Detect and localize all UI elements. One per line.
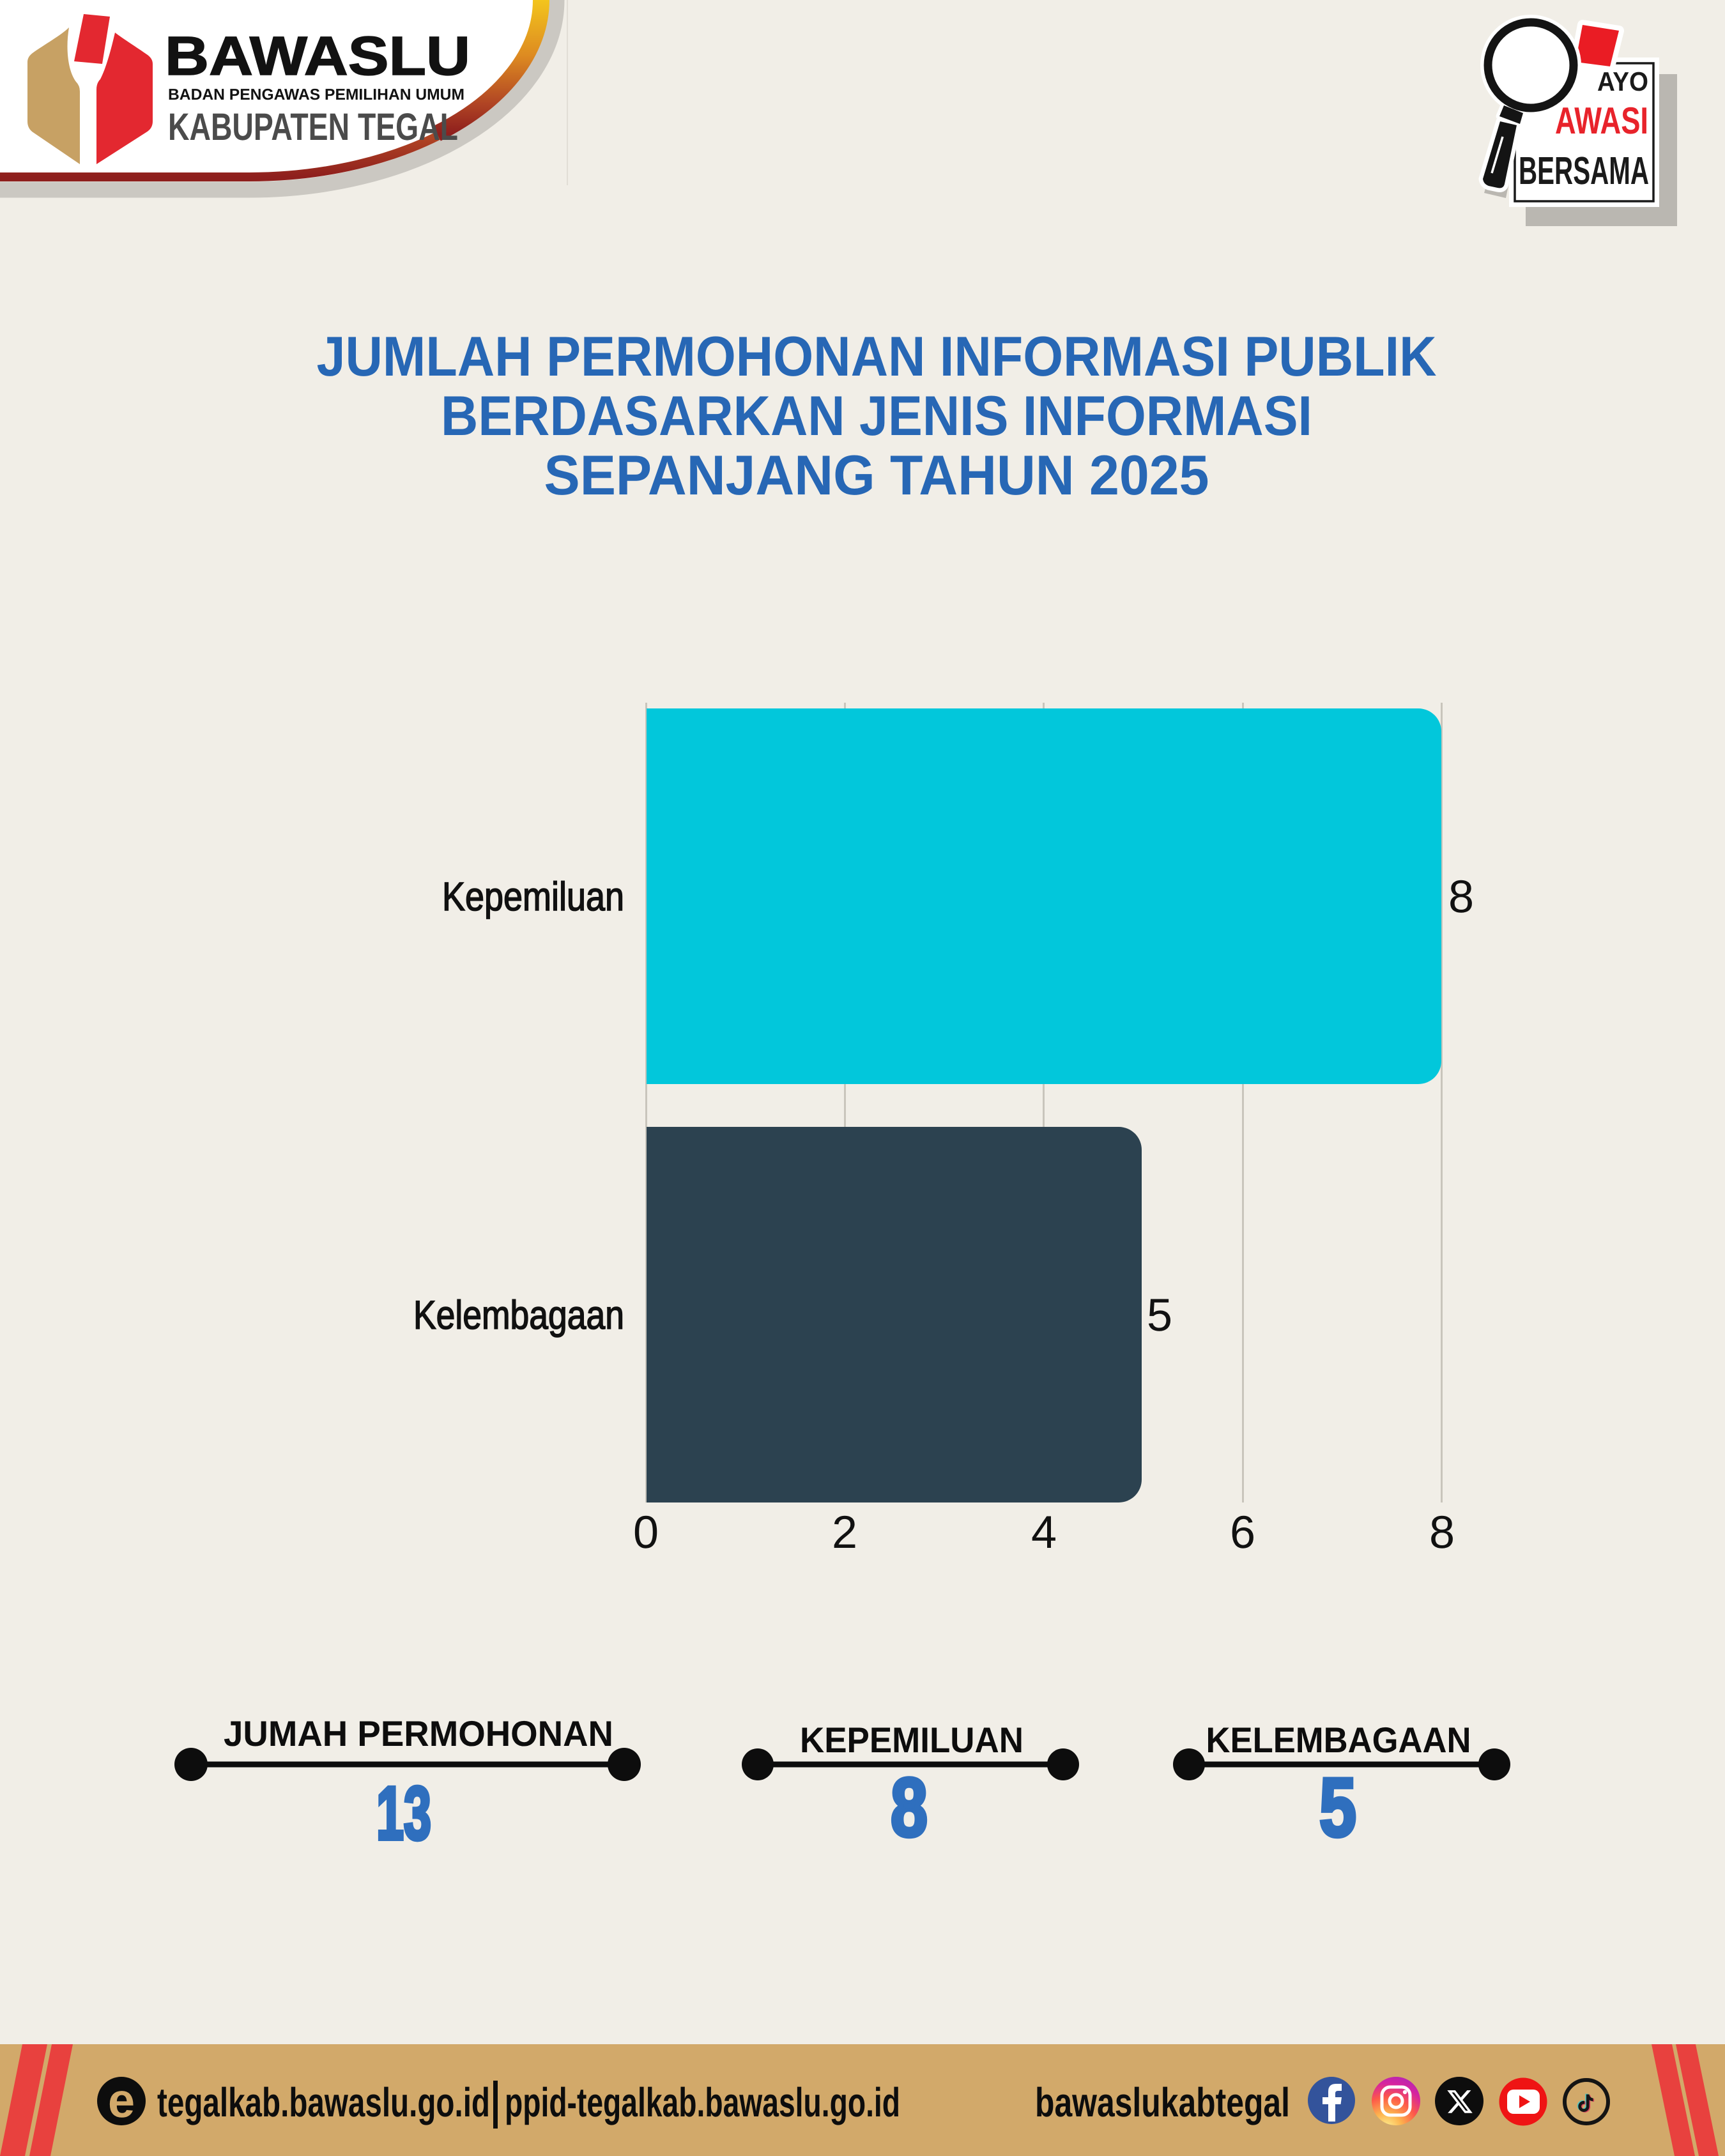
svg-text:KABUPATEN TEGAL: KABUPATEN TEGAL bbox=[168, 105, 458, 148]
svg-text:KELEMBAGAAN: KELEMBAGAAN bbox=[1206, 1720, 1471, 1760]
svg-text:KEPEMILUAN: KEPEMILUAN bbox=[800, 1720, 1023, 1760]
svg-text:AWASI: AWASI bbox=[1555, 100, 1648, 142]
svg-text:13: 13 bbox=[376, 1771, 431, 1856]
svg-text:JUMAH PERMOHONAN: JUMAH PERMOHONAN bbox=[224, 1713, 613, 1754]
svg-text:BERDASARKAN JENIS INFORMASI: BERDASARKAN JENIS INFORMASI bbox=[441, 384, 1312, 447]
svg-text:5: 5 bbox=[1319, 1761, 1356, 1854]
svg-text:Kelembagaan: Kelembagaan bbox=[413, 1293, 624, 1338]
svg-text:Kepemiluan: Kepemiluan bbox=[442, 875, 624, 919]
svg-text:6: 6 bbox=[1230, 1507, 1255, 1558]
svg-text:BAWASLU: BAWASLU bbox=[165, 26, 470, 87]
svg-text:8: 8 bbox=[891, 1761, 928, 1854]
svg-text:tegalkab.bawaslu.go.id: tegalkab.bawaslu.go.id bbox=[157, 2079, 490, 2125]
svg-text:JUMLAH PERMOHONAN INFORMASI PU: JUMLAH PERMOHONAN INFORMASI PUBLIK bbox=[317, 325, 1437, 388]
svg-text:e: e bbox=[108, 2074, 135, 2128]
svg-text:SEPANJANG TAHUN 2025: SEPANJANG TAHUN 2025 bbox=[544, 443, 1209, 507]
svg-text:ppid-tegalkab.bawaslu.go.id: ppid-tegalkab.bawaslu.go.id bbox=[505, 2079, 900, 2125]
svg-text:BERSAMA: BERSAMA bbox=[1519, 149, 1649, 192]
svg-text:2: 2 bbox=[832, 1507, 857, 1558]
svg-text:4: 4 bbox=[1031, 1507, 1057, 1558]
svg-text:5: 5 bbox=[1147, 1290, 1172, 1341]
svg-text:8: 8 bbox=[1429, 1507, 1455, 1558]
svg-text:BADAN PENGAWAS PEMILIHAN UMUM: BADAN PENGAWAS PEMILIHAN UMUM bbox=[168, 86, 464, 103]
svg-text:8: 8 bbox=[1448, 871, 1474, 922]
svg-text:0: 0 bbox=[633, 1507, 659, 1558]
svg-text:bawaslukabtegal: bawaslukabtegal bbox=[1035, 2079, 1290, 2125]
svg-text:AYO: AYO bbox=[1597, 66, 1648, 96]
